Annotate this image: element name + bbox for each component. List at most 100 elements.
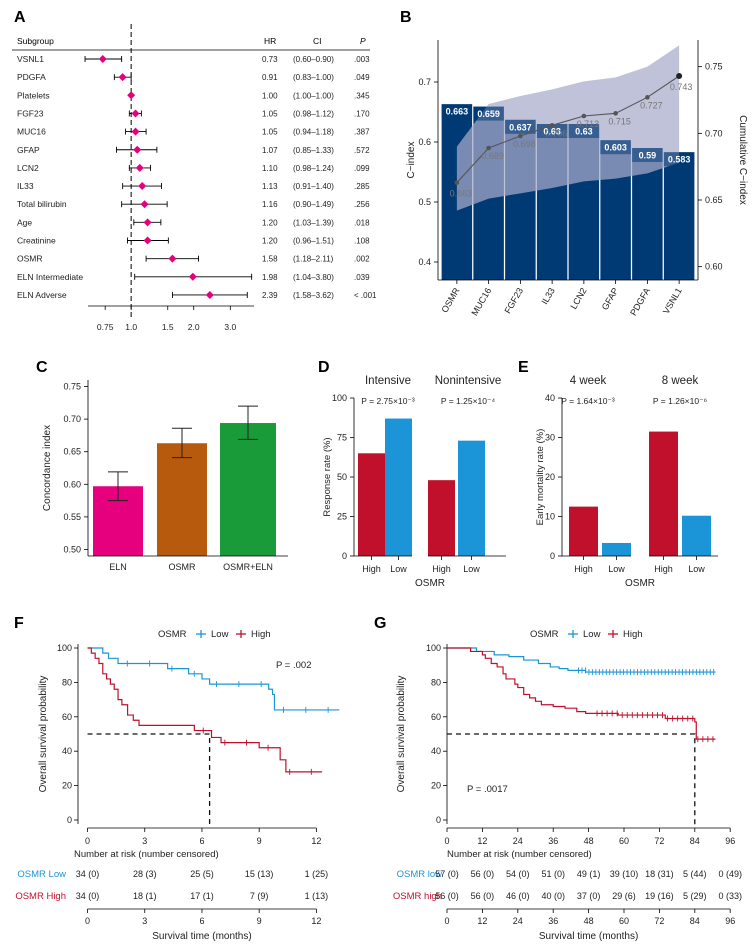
panel-label-e: E <box>518 359 529 376</box>
y-axis-title: Concordance index <box>42 425 53 511</box>
bar-value-label: 0.583 <box>668 155 691 165</box>
concordance-chart: ELN OSMR OSMR+ELN 0.50 0.55 0.60 0.65 0.70 0.75 C… <box>42 380 288 572</box>
x-tick-label: 48 <box>584 836 594 846</box>
y2-tick-label: 0.65 <box>705 195 723 205</box>
x-tick-label: VSNL1 <box>661 286 684 316</box>
y-axis-title: Overall survival probability <box>396 676 407 793</box>
forest-label: GFAP <box>17 145 40 155</box>
x-tick-label: 6 <box>199 836 204 846</box>
bar-label-box <box>473 106 504 121</box>
forest-hr-value: 1.20 <box>262 237 278 246</box>
x-tick-label: LCN2 <box>568 286 588 311</box>
panel-label-a: A <box>14 9 26 26</box>
risk-count-high: 17 (1) <box>190 891 214 901</box>
forest-ci-value: (1.00–1.00) <box>293 91 334 100</box>
forest-label: ELN Adverse <box>17 290 67 300</box>
bar-label-box <box>441 104 473 119</box>
forest-label: VSNL1 <box>17 54 44 64</box>
rate-bar <box>602 542 631 556</box>
forest-ci-value: (1.03–1.39) <box>293 218 334 227</box>
forest-label: Creatinine <box>17 236 56 246</box>
forest-label: ELN Intermediate <box>17 272 83 282</box>
risk-tick-label: 0 <box>444 916 449 926</box>
y-tick-label: 0.6 <box>418 137 431 147</box>
risk-count-high: 5 (29) <box>683 891 707 901</box>
rate-bar <box>385 418 412 556</box>
bar-value-label: 0.63 <box>575 127 593 137</box>
forest-label: Platelets <box>17 90 50 100</box>
forest-label: IL33 <box>17 181 34 191</box>
legend-label-low: Low <box>583 629 601 640</box>
risk-tick-label: 0 <box>85 916 90 926</box>
risk-count-high: 18 (1) <box>133 891 157 901</box>
y-tick-label: 0.65 <box>63 447 81 457</box>
risk-tick-label: 6 <box>199 916 204 926</box>
x-tick-label: High <box>654 564 673 574</box>
forest-header-hr: HR <box>264 36 276 46</box>
forest-hr-value: 1.10 <box>262 164 278 173</box>
y-tick-label: 30 <box>545 433 555 443</box>
forest-point <box>118 73 127 82</box>
forest-point <box>168 254 177 263</box>
rate-bar <box>428 480 455 556</box>
risk-count-low: 54 (0) <box>506 869 530 879</box>
forest-p-value: .018 <box>354 218 370 227</box>
forest-point <box>131 127 140 136</box>
forest-hr-value: 1.16 <box>262 200 278 209</box>
y-tick-label: 0.60 <box>63 479 81 489</box>
x-axis-title: OSMR <box>415 578 445 589</box>
p-value: P = 1.64×10⁻³ <box>561 396 615 406</box>
risk-count-low: 57 (0) <box>435 869 459 879</box>
y-tick-label: 60 <box>431 712 441 722</box>
concordance-bar <box>220 423 276 556</box>
cumulative-label: 0.743 <box>670 82 693 92</box>
x-tick-label: Low <box>390 564 407 574</box>
forest-point <box>131 109 140 118</box>
bar-label-box <box>505 119 536 134</box>
forest-p-value: < .001 <box>354 291 377 300</box>
panel-label-f: F <box>14 615 24 632</box>
y-axis-title: Overall survival probability <box>38 676 49 793</box>
risk-count-low: 56 (0) <box>471 869 495 879</box>
panel-label-b: B <box>400 9 412 26</box>
cumulative-label: 0.727 <box>640 100 663 110</box>
p-value: P = 1.26×10⁻⁶ <box>653 396 707 406</box>
risk-count-high: 29 (6) <box>612 891 636 901</box>
y2-tick-label: 0.60 <box>705 262 723 272</box>
cumulative-line <box>456 75 680 184</box>
y-tick-label: 0.7 <box>418 77 431 87</box>
risk-tick-label: 9 <box>257 916 262 926</box>
risk-label-high: OSMR High <box>15 891 66 902</box>
y-tick-label: 0 <box>550 551 555 561</box>
forest-point <box>127 91 136 100</box>
rate-bar <box>569 506 598 556</box>
y2-tick-label: 0.75 <box>705 62 723 72</box>
x-tick-label: High <box>574 564 593 574</box>
y-tick-label: 0.55 <box>63 512 81 522</box>
x-tick-label: 12 <box>477 836 487 846</box>
y-tick-label: 50 <box>337 472 347 482</box>
forest-p-value: .108 <box>354 237 370 246</box>
forest-p-value: .049 <box>354 73 370 82</box>
km-curve-low <box>447 647 716 673</box>
bar-label-box <box>663 152 695 167</box>
x-tick-label: 0 <box>85 836 90 846</box>
km-curve-low <box>87 647 340 711</box>
y-tick-label: 0 <box>342 551 347 561</box>
bar-label-box <box>600 140 631 155</box>
cumulative-point <box>645 95 650 100</box>
forest-hr-value: 0.73 <box>262 55 278 64</box>
risk-count-high: 19 (16) <box>645 891 674 901</box>
forest-point <box>138 182 147 191</box>
forest-label: PDGFA <box>17 72 46 82</box>
km-plot-g: OSMR Low High 0 20 40 60 80 100 0 12 24 36 48 60 72 84 96… <box>393 629 742 942</box>
legend-label-high: High <box>623 629 643 640</box>
x-axis-title: OSMR <box>625 578 655 589</box>
group-title: Nonintensive <box>435 375 501 387</box>
risk-count-low: 34 (0) <box>76 869 100 879</box>
forest-hr-value: 1.05 <box>262 128 278 137</box>
forest-ci-value: (0.96–1.51) <box>293 237 334 246</box>
x-tick-label: 36 <box>548 836 558 846</box>
risk-count-low: 51 (0) <box>541 869 565 879</box>
